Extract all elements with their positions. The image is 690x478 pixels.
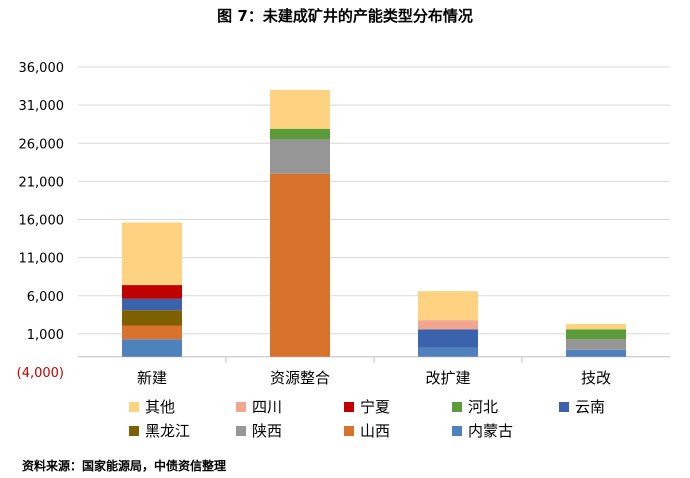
bar-0-8 [122,222,182,286]
legend-label-3: 河北 [468,398,498,416]
category-label-0: 新建 [137,369,167,387]
legend-label-6: 陕西 [252,422,282,440]
y-tick-label-2: 26,000 [19,137,65,152]
category-label-3: 技改 [581,369,611,387]
y-tick-label-6: 6,000 [27,290,64,305]
y-axis-tick-labels: 36,000 31,000 26,000 21,000 16,000 11,000 6,00… [17,61,64,381]
y-tick-label-1: 31,000 [19,99,65,114]
x-axis-category-labels: 新建 资源整合 改扩建 技改 [137,369,611,387]
bar-2-8 [418,291,478,321]
legend-swatch-6 [236,426,246,436]
bar-0-3 [122,310,182,326]
bar-3-0 [566,349,626,357]
legend-swatch-2 [344,402,354,412]
y-tick-label-0: 36,000 [19,61,65,76]
legend-label-5: 黑龙江 [145,422,190,440]
bar-3-8 [566,323,626,330]
bar-3-2 [566,339,626,350]
legend-swatch-4 [559,402,569,412]
bar-1-1 [270,173,330,357]
bar-2-4 [418,329,478,348]
legend-label-1: 四川 [252,398,282,416]
bar-1-8 [270,89,330,129]
legend-swatch-7 [344,426,354,436]
y-tick-label-4: 16,000 [19,214,65,229]
bar-3-5 [566,329,626,340]
category-label-2: 改扩建 [425,369,470,387]
y-tick-label-3: 21,000 [19,175,65,190]
bar-1-5 [270,128,330,140]
legend-swatch-3 [452,402,462,412]
bar-0-0 [122,339,182,357]
legend-label-2: 宁夏 [360,398,390,416]
legend-swatch-8 [452,426,462,436]
y-tick-label-7: 1,000 [27,328,64,343]
chart-title: 图 7：未建成矿井的产能类型分布情况 [217,7,473,25]
bar-0-4 [122,298,182,311]
bar-2-7 [418,320,478,330]
legend-label-4: 云南 [575,398,605,416]
bars [122,89,626,357]
legend-swatch-1 [236,402,246,412]
source-note: 资料来源：国家能源局，中债资信整理 [22,458,226,473]
bar-1-2 [270,139,330,174]
y-tick-label-8: (4,000) [17,366,64,381]
legend-label-0: 其他 [145,398,175,416]
legend-label-7: 山西 [360,422,390,440]
bar-0-1 [122,325,182,340]
bar-2-0 [418,347,478,357]
y-tick-label-5: 11,000 [19,252,65,267]
legend-label-8: 内蒙古 [468,422,513,440]
category-label-1: 资源整合 [270,369,330,387]
legend-swatch-0 [129,402,139,412]
legend-swatch-5 [129,426,139,436]
bar-0-6 [122,285,182,299]
